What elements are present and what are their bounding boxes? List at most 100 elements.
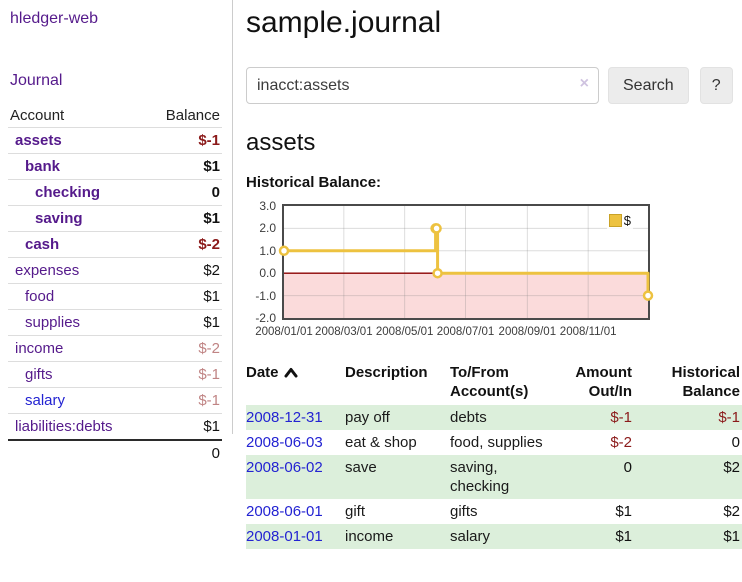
- accounts-table-body: assets $-1 bank $1 checking 0 saving $1 cash $-2 e…: [8, 127, 222, 441]
- app-title-link[interactable]: hledger-web: [10, 10, 99, 27]
- account-link-assets[interactable]: assets: [15, 132, 62, 149]
- balance-chart-svg: [278, 206, 654, 318]
- tx-header-balance: Historical Balance: [671, 364, 740, 400]
- account-balance: $-1: [115, 127, 222, 154]
- tx-header-accounts: To/From Account(s): [450, 364, 529, 400]
- accounts-header-account: Account: [8, 103, 115, 128]
- sort-ascending-icon: [284, 368, 298, 378]
- account-row: supplies $1: [8, 309, 222, 336]
- search-input[interactable]: [246, 67, 599, 104]
- tx-header-amount: Amount Out/In: [575, 364, 632, 400]
- sidebar-item-journal[interactable]: Journal: [10, 72, 63, 89]
- transaction-accounts: food, supplies: [450, 434, 543, 451]
- transaction-description: gift: [345, 503, 366, 520]
- accounts-total-value: 0: [115, 439, 222, 466]
- chart-title: Historical Balance:: [246, 174, 382, 191]
- transaction-date-link[interactable]: 2008-06-02: [246, 459, 323, 476]
- balance-chart: 3.0 2.0 1.0 0.0 -1.0 -2.0 $ 2008/01/01 2008/03…: [246, 199, 742, 342]
- transaction-description: save: [345, 455, 450, 499]
- search-box: ×: [246, 67, 599, 104]
- account-row: assets $-1: [8, 127, 222, 154]
- transaction-description: pay off: [345, 405, 450, 430]
- accounts-total-row: 0: [8, 439, 222, 466]
- account-link-income[interactable]: income: [15, 340, 64, 357]
- search-button[interactable]: Search: [608, 67, 689, 104]
- account-link-cash[interactable]: cash: [25, 236, 60, 253]
- transaction-row: 2008-06-01 gift gifts $1 $2: [246, 499, 742, 524]
- transaction-amount: 0: [560, 455, 640, 499]
- y-tick-label: 2.0: [259, 221, 276, 236]
- transactions-header-row: Date Description To/From Account(s) Amou…: [246, 361, 742, 405]
- account-balance: $-2: [115, 231, 222, 258]
- accounts-table: Account Balance assets $-1 bank $1 checking 0…: [8, 103, 222, 466]
- transactions-table-body: 2008-12-31 pay off debts $-1 $-1 2008-06-03 ea…: [246, 405, 742, 549]
- account-balance: $1: [115, 309, 222, 336]
- y-tick-label: -1.0: [255, 288, 276, 303]
- y-tick-label: 1.0: [259, 243, 276, 258]
- account-balance: $-1: [115, 387, 222, 414]
- transaction-accounts: debts: [450, 405, 560, 430]
- accounts-header-balance: Balance: [115, 103, 222, 128]
- transaction-date-link[interactable]: 2008-01-01: [246, 528, 323, 545]
- transaction-date-link[interactable]: 2008-06-03: [246, 434, 323, 451]
- account-row: checking 0: [8, 179, 222, 206]
- account-row: liabilities:debts $1: [8, 413, 222, 441]
- account-row: bank $1: [8, 153, 222, 180]
- transaction-description: eat & shop: [345, 434, 417, 451]
- transaction-balance: $2: [640, 455, 742, 499]
- accounts-header-row: Account Balance: [8, 103, 222, 128]
- sidebar: hledger-web Journal Account Balance asse…: [0, 0, 233, 466]
- account-balance: $1: [115, 205, 222, 232]
- transaction-date-link[interactable]: 2008-12-31: [246, 409, 323, 426]
- account-row: saving $1: [8, 205, 222, 232]
- tx-header-date[interactable]: Date: [246, 361, 345, 405]
- legend-swatch-icon: [608, 214, 622, 227]
- account-link-food[interactable]: food: [25, 288, 55, 305]
- account-link-salary[interactable]: salary: [25, 392, 66, 409]
- account-link-saving[interactable]: saving: [35, 210, 83, 227]
- account-balance: $1: [115, 153, 222, 180]
- transaction-row: 2008-06-02 save saving, checking 0 $2: [246, 455, 742, 499]
- account-link-liabilities-debts[interactable]: liabilities:debts: [15, 418, 113, 435]
- account-link-expenses[interactable]: expenses: [15, 262, 80, 279]
- account-balance: $2: [115, 257, 222, 284]
- account-row: salary $-1: [8, 387, 222, 414]
- clear-search-icon[interactable]: ×: [579, 75, 589, 92]
- transaction-row: 2008-01-01 income salary $1 $1: [246, 524, 742, 549]
- legend-label: $: [623, 213, 631, 228]
- transaction-date-link[interactable]: 2008-06-01: [246, 503, 323, 520]
- account-link-supplies[interactable]: supplies: [25, 314, 81, 331]
- transaction-description: income: [345, 524, 450, 549]
- x-tick-label: 2008/11/01: [559, 326, 617, 338]
- y-tick-label: 3.0: [259, 199, 276, 213]
- account-link-checking[interactable]: checking: [35, 184, 101, 201]
- tx-header-date-label: Date: [246, 364, 279, 381]
- accounts-total-spacer: [8, 439, 115, 466]
- page-title: sample.journal: [246, 6, 442, 39]
- tx-header-description: Description: [345, 364, 428, 381]
- chart-legend: $: [606, 212, 633, 229]
- account-row: cash $-2: [8, 231, 222, 258]
- transaction-accounts: salary: [450, 524, 560, 549]
- account-link-gifts[interactable]: gifts: [25, 366, 53, 383]
- transaction-accounts: saving, checking: [450, 455, 560, 499]
- account-link-bank[interactable]: bank: [25, 158, 61, 175]
- account-row: gifts $-1: [8, 361, 222, 388]
- account-balance: $-2: [115, 335, 222, 362]
- section-title: assets: [246, 129, 316, 156]
- main-content: sample.journal × Search ? assets Histori…: [234, 0, 742, 582]
- transaction-amount: $-2: [610, 434, 632, 451]
- x-tick-label: 2008/03/01: [315, 326, 373, 338]
- y-tick-label: 0.0: [259, 266, 276, 281]
- account-balance: $1: [115, 413, 222, 441]
- balance-chart-plot[interactable]: $: [278, 204, 654, 320]
- transaction-balance: 0: [731, 434, 740, 451]
- transaction-balance: $-1: [640, 405, 742, 430]
- transaction-row: 2008-12-31 pay off debts $-1 $-1: [246, 405, 742, 430]
- y-tick-label: -2.0: [255, 311, 276, 325]
- account-balance: $1: [115, 283, 222, 310]
- transactions-table: Date Description To/From Account(s) Amou…: [246, 361, 742, 549]
- x-tick-label: 2008/01/01: [255, 326, 313, 338]
- transaction-amount: $1: [560, 524, 640, 549]
- help-button[interactable]: ?: [699, 67, 733, 104]
